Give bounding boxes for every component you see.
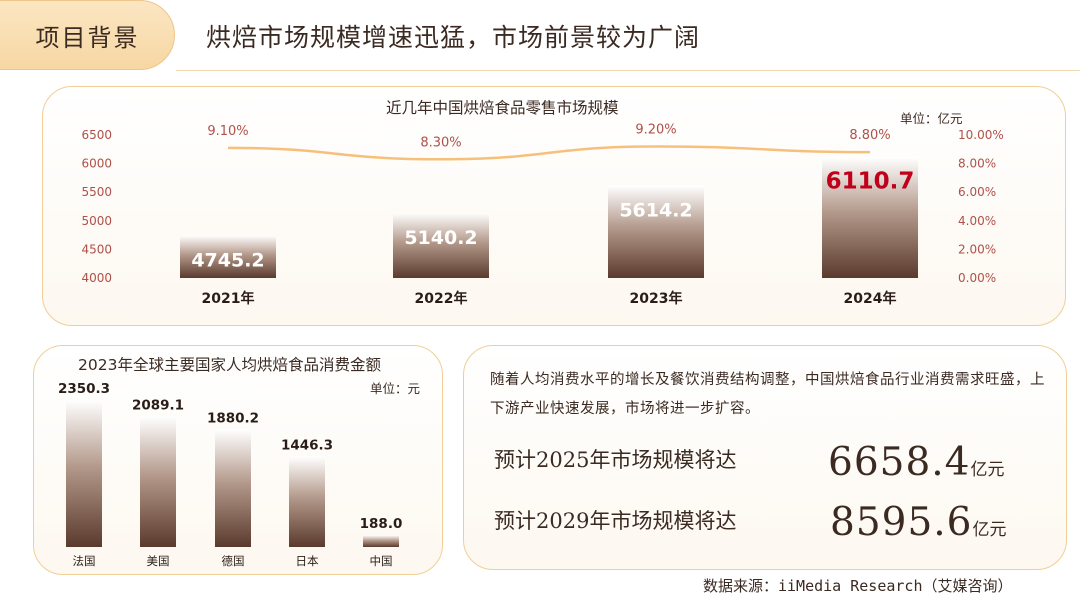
per-capita-chart-title: 2023年全球主要国家人均烘焙食品消费金额 <box>78 356 381 374</box>
y-tick-right: 2.00% <box>958 242 996 256</box>
y-tick-right: 0.00% <box>958 271 996 285</box>
forecast-2029: 8595.6亿元 <box>830 500 1006 545</box>
forecast-2029-unit: 亿元 <box>972 520 1007 540</box>
country-bar <box>215 429 251 547</box>
outlook-panel <box>463 345 1067 570</box>
growth-label: 8.30% <box>420 135 461 150</box>
data-source: 数据来源：iiMedia Research（艾媒咨询） <box>703 577 1013 595</box>
forecast-2029-label: 预计2029年市场规模将达 <box>494 509 737 533</box>
country-value-label: 2350.3 <box>58 381 110 397</box>
section-tag-label: 项目背景 <box>35 23 140 52</box>
country-tick: 日本 <box>296 554 319 568</box>
forecast-2025-label: 预计2025年市场规模将达 <box>494 448 737 472</box>
country-tick: 德国 <box>222 554 245 568</box>
growth-line <box>227 145 871 161</box>
bar-value-label: 5140.2 <box>404 227 477 249</box>
growth-label: 8.80% <box>849 128 890 143</box>
country-tick: 法国 <box>73 554 96 568</box>
country-tick: 中国 <box>370 554 393 568</box>
country-bar <box>363 535 399 547</box>
country-tick: 美国 <box>147 554 170 568</box>
y-tick-left: 6500 <box>81 128 112 142</box>
bar-value-label: 4745.2 <box>191 249 264 271</box>
bar-value-label: 6110.7 <box>826 168 915 194</box>
y-tick-left: 4500 <box>81 242 112 256</box>
per-capita-unit: 单位：元 <box>370 381 421 396</box>
y-tick-right: 6.00% <box>958 185 996 199</box>
country-value-label: 188.0 <box>360 516 403 532</box>
y-tick-right: 8.00% <box>958 157 996 171</box>
country-value-label: 1880.2 <box>207 410 259 426</box>
y-tick-right: 4.00% <box>958 214 996 228</box>
growth-label: 9.20% <box>635 122 676 137</box>
x-tick: 2024年 <box>844 290 897 307</box>
bar <box>822 157 918 278</box>
y-tick-left: 4000 <box>81 271 112 285</box>
bar <box>608 185 704 278</box>
page-headline: 烘焙市场规模增速迅猛，市场前景较为广阔 <box>206 23 701 52</box>
market-size-unit: 单位：亿元 <box>900 111 963 126</box>
summary-text: 随着人均消费水平的增长及餐饮消费结构调整，中国烘焙食品行业消费需求旺盛，上下游产… <box>490 372 1045 417</box>
country-bar <box>140 416 176 547</box>
section-tag: 项目背景 <box>0 0 175 70</box>
forecast-2025-value: 6658.4 <box>828 440 971 485</box>
forecast-2025: 6658.4亿元 <box>828 440 1004 485</box>
x-tick: 2022年 <box>415 290 468 307</box>
bar-value-label: 5614.2 <box>619 200 692 222</box>
bar <box>180 235 276 278</box>
country-bar <box>289 456 325 547</box>
country-value-label: 2089.1 <box>132 397 184 413</box>
country-value-label: 1446.3 <box>281 438 333 454</box>
y-tick-left: 5500 <box>81 185 112 199</box>
header-divider <box>176 70 1080 71</box>
y-tick-left: 6000 <box>81 157 112 171</box>
y-tick-left: 5000 <box>81 214 112 228</box>
country-bar <box>66 400 102 547</box>
market-size-chart: 4000 4500 5000 5500 6000 6500 0.00% 2.00% 4.00% 6… <box>81 122 1004 307</box>
x-tick: 2023年 <box>630 290 683 307</box>
x-tick: 2021年 <box>202 290 255 307</box>
y-tick-right: 10.00% <box>958 128 1004 142</box>
forecast-2025-unit: 亿元 <box>970 460 1005 480</box>
growth-label: 9.10% <box>207 124 248 139</box>
market-size-chart-title: 近几年中国烘焙食品零售市场规模 <box>386 99 619 117</box>
bar <box>393 212 489 278</box>
forecast-2029-value: 8595.6 <box>830 500 973 545</box>
per-capita-chart: 2350.3 法国 2089.1 美国 1880.2 德国 1446.3 日本 188.0 中国 <box>58 381 403 568</box>
